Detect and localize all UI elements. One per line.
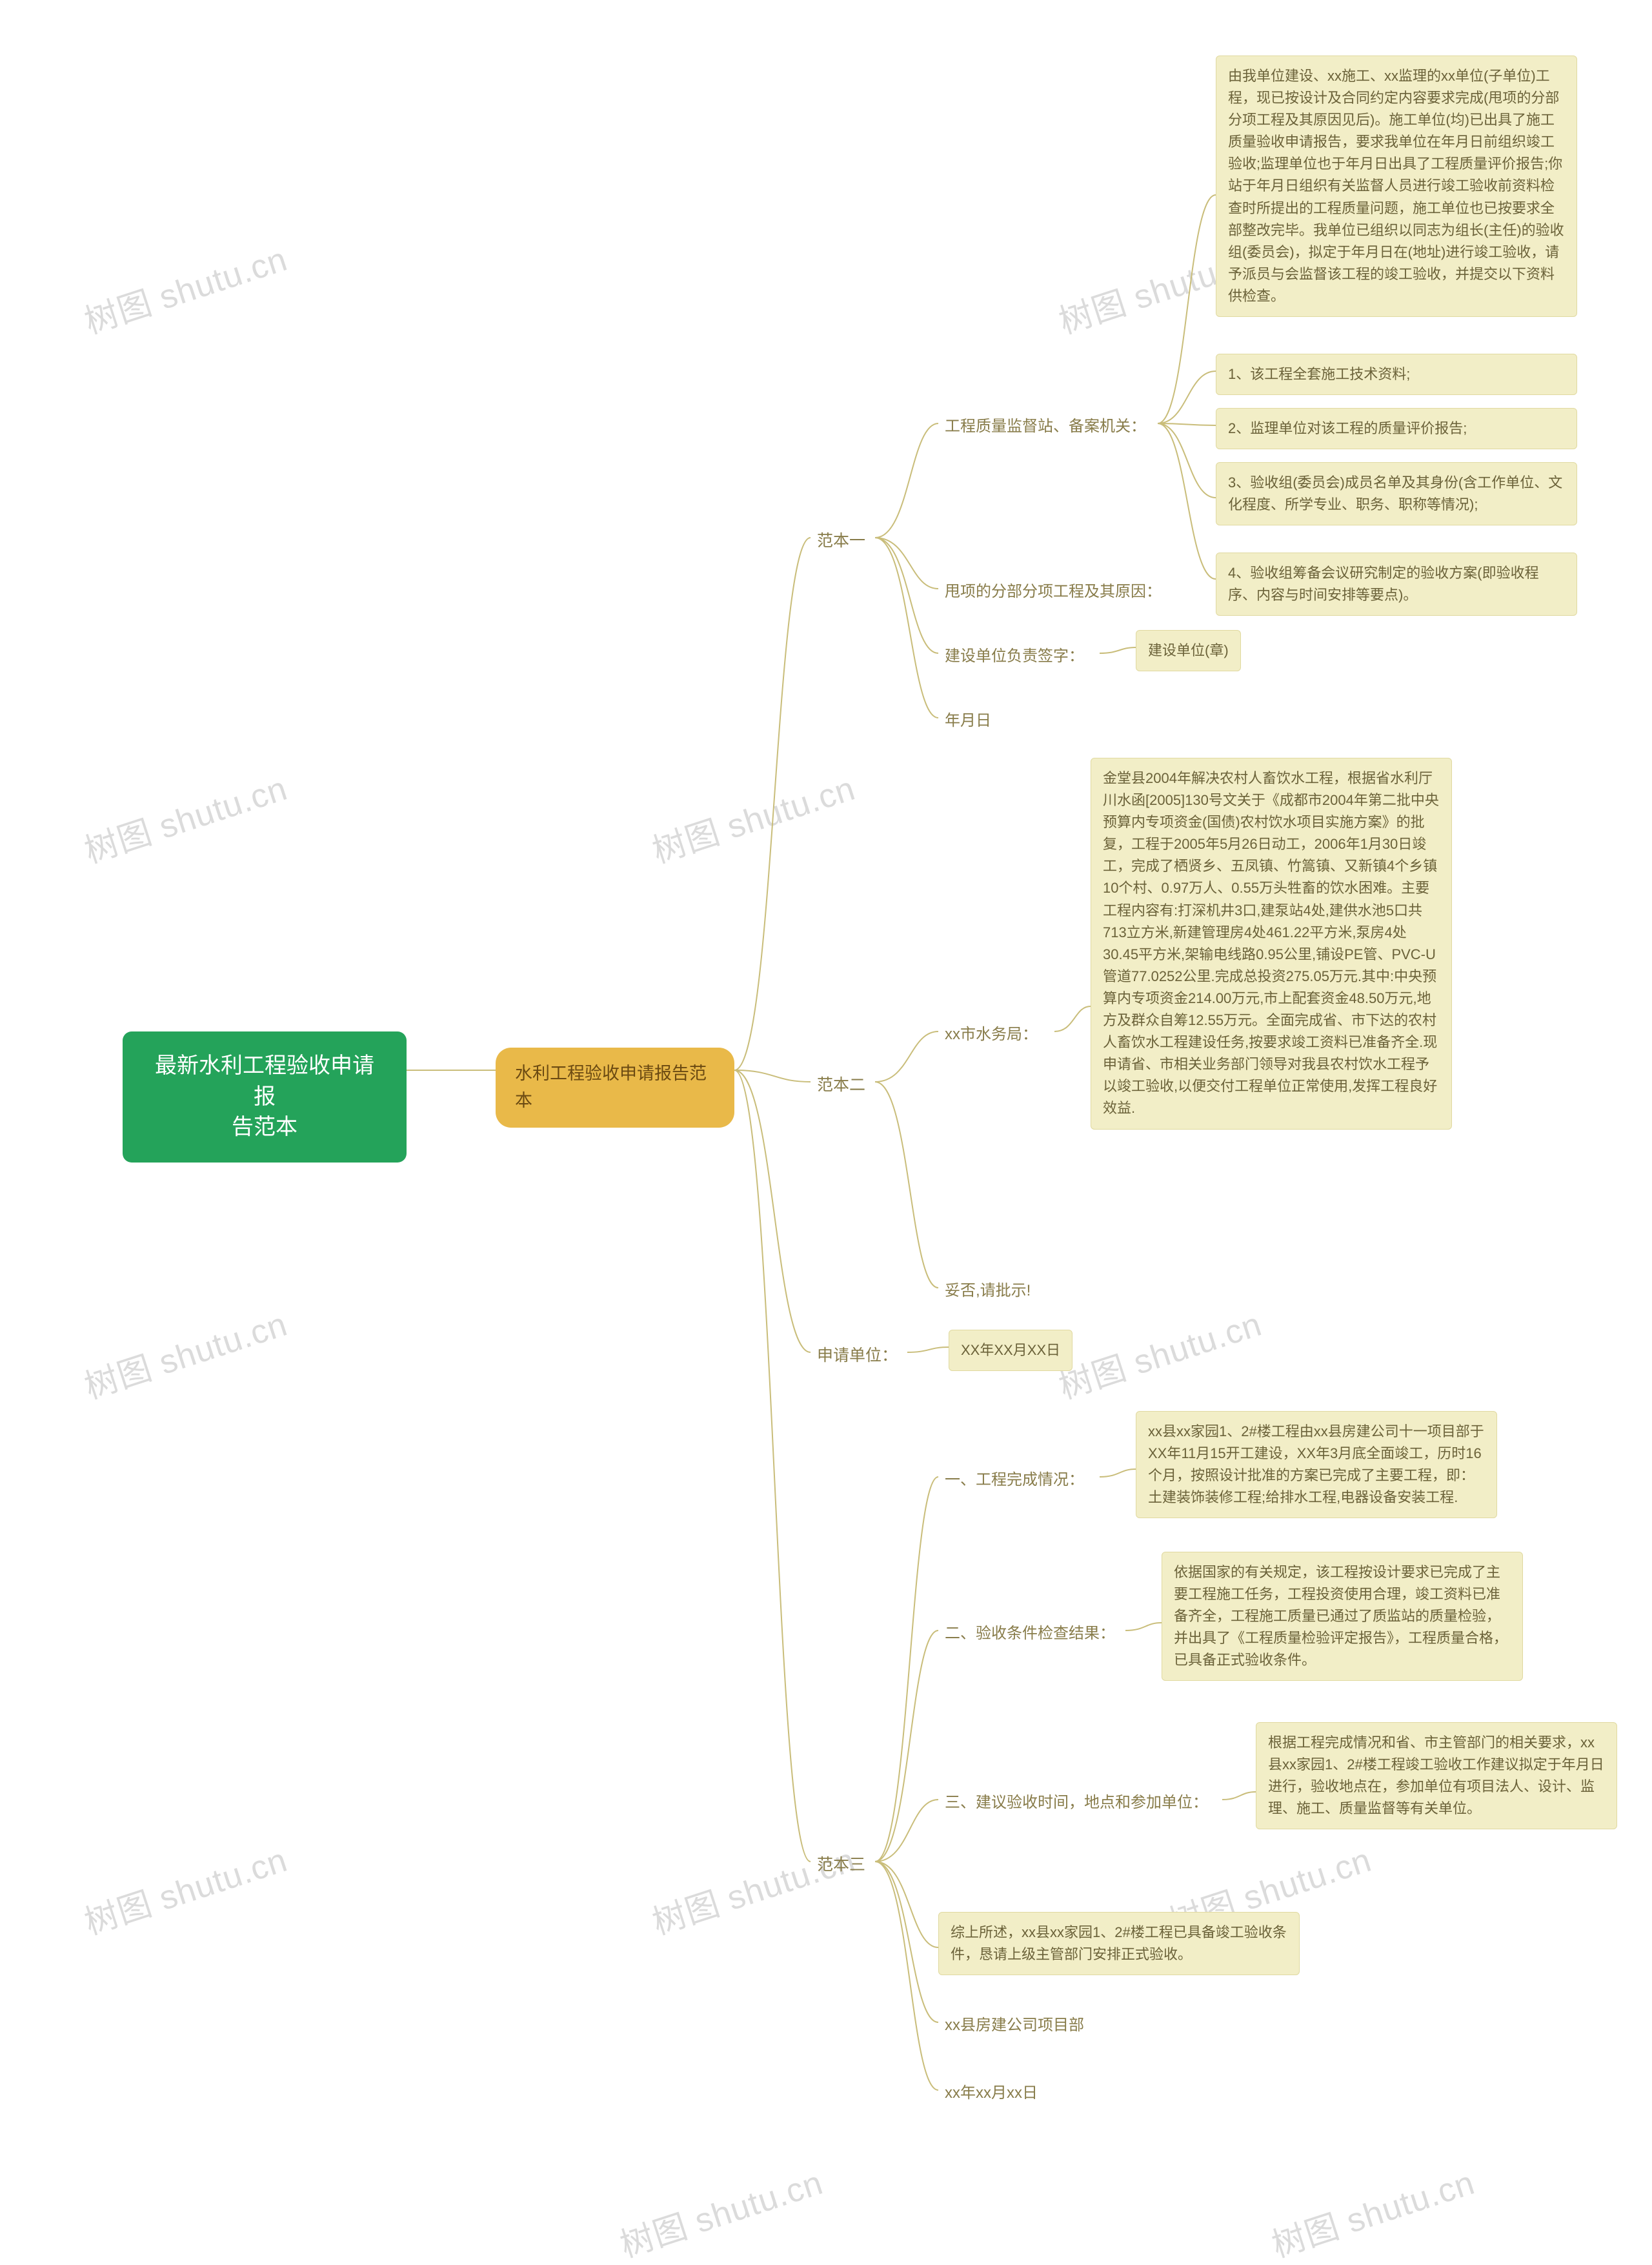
level1-node[interactable]: 水利工程验收申请报告范本 [496, 1048, 734, 1128]
t3-date[interactable]: xx年xx月xx日 [938, 2077, 1044, 2109]
t2-water-bureau[interactable]: xx市水务局： [938, 1019, 1044, 1050]
t1-intro-leaf: 由我单位建设、xx施工、xx监理的xx单位(子单位)工程，现已按设计及合同约定内… [1216, 56, 1577, 317]
t1-quality-station[interactable]: 工程质量监督站、备案机关： [938, 411, 1153, 442]
watermark: 树图 shutu.cn [77, 761, 292, 872]
t2-approval-request[interactable]: 妥否,请批示! [938, 1275, 1037, 1306]
t2-body-leaf: 金堂县2004年解决农村人畜饮水工程，根据省水利厅川水函[2005]130号文关… [1091, 758, 1452, 1130]
watermark: 树图 shutu.cn [77, 1833, 292, 1944]
t3-section-2[interactable]: 二、验收条件检查结果： [938, 1618, 1122, 1649]
branch-applicant[interactable]: 申请单位： [811, 1339, 904, 1372]
t3-company[interactable]: xx县房建公司项目部 [938, 2009, 1091, 2041]
watermark: 树图 shutu.cn [1265, 2155, 1480, 2265]
branch-template-1[interactable]: 范本一 [811, 525, 872, 558]
watermark: 树图 shutu.cn [645, 761, 860, 872]
t1-item3-leaf: 3、验收组(委员会)成员名单及其身份(含工作单位、文化程度、所学专业、职务、职称… [1216, 462, 1577, 525]
t3-section-3[interactable]: 三、建议验收时间，地点和参加单位： [938, 1787, 1214, 1818]
watermark: 树图 shutu.cn [77, 1297, 292, 1408]
app-date-leaf: XX年XX月XX日 [949, 1330, 1073, 1371]
t3-section1-leaf: xx县xx家园1、2#楼工程由xx县房建公司十一项目部于XX年11月15开工建设… [1136, 1411, 1497, 1518]
watermark: 树图 shutu.cn [1052, 1297, 1267, 1408]
t1-seal-leaf: 建设单位(章) [1136, 630, 1241, 671]
t1-omitted-items[interactable]: 甩项的分部分项工程及其原因： [938, 576, 1168, 607]
branch-template-2[interactable]: 范本二 [811, 1069, 872, 1102]
t1-item2-leaf: 2、监理单位对该工程的质量评价报告; [1216, 408, 1577, 449]
t1-date[interactable]: 年月日 [938, 705, 998, 736]
t1-item4-leaf: 4、验收组筹备会议研究制定的验收方案(即验收程序、内容与时间安排等要点)。 [1216, 553, 1577, 616]
t1-item1-leaf: 1、该工程全套施工技术资料; [1216, 354, 1577, 395]
t3-summary-leaf: 综上所述，xx县xx家园1、2#楼工程已具备竣工验收条件，恳请上级主管部门安排正… [938, 1912, 1300, 1975]
root-node[interactable]: 最新水利工程验收申请报告范本 [123, 1031, 407, 1163]
t1-signature[interactable]: 建设单位负责签字： [938, 640, 1091, 672]
t3-section-1[interactable]: 一、工程完成情况： [938, 1464, 1091, 1496]
t3-section3-leaf: 根据工程完成情况和省、市主管部门的相关要求，xx县xx家园1、2#楼工程竣工验收… [1256, 1722, 1617, 1829]
branch-template-3[interactable]: 范本三 [811, 1849, 872, 1882]
t3-section2-leaf: 依据国家的有关规定，该工程按设计要求已完成了主要工程施工任务，工程投资使用合理，… [1162, 1552, 1523, 1681]
watermark: 树图 shutu.cn [77, 232, 292, 343]
watermark: 树图 shutu.cn [613, 2155, 828, 2265]
